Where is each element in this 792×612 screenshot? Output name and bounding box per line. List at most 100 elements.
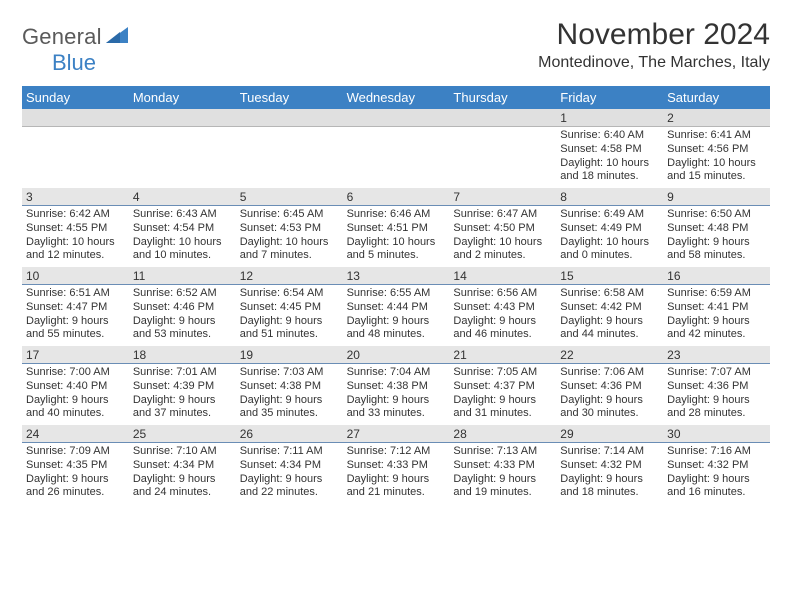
day-cell (343, 127, 450, 188)
daylight-text: Daylight: 9 hours and 37 minutes. (133, 394, 232, 422)
sunrise-text: Sunrise: 7:00 AM (26, 366, 125, 380)
daylight-text: Daylight: 9 hours and 33 minutes. (347, 394, 446, 422)
day-number: 26 (236, 425, 343, 443)
day-cell: Sunrise: 7:16 AMSunset: 4:32 PMDaylight:… (663, 443, 770, 504)
sunset-text: Sunset: 4:32 PM (667, 459, 766, 473)
daylight-text: Daylight: 9 hours and 46 minutes. (453, 315, 552, 343)
daylight-text: Daylight: 9 hours and 42 minutes. (667, 315, 766, 343)
sunset-text: Sunset: 4:56 PM (667, 143, 766, 157)
sunset-text: Sunset: 4:34 PM (240, 459, 339, 473)
day-number: 20 (343, 346, 450, 364)
day-cell (22, 127, 129, 188)
day-cell: Sunrise: 7:14 AMSunset: 4:32 PMDaylight:… (556, 443, 663, 504)
triangle-icon (106, 27, 128, 48)
daylight-text: Daylight: 9 hours and 44 minutes. (560, 315, 659, 343)
day-number-row: 3456789 (22, 188, 770, 206)
sunrise-text: Sunrise: 7:11 AM (240, 445, 339, 459)
sunset-text: Sunset: 4:33 PM (347, 459, 446, 473)
sunset-text: Sunset: 4:38 PM (347, 380, 446, 394)
daylight-text: Daylight: 9 hours and 51 minutes. (240, 315, 339, 343)
sunrise-text: Sunrise: 7:10 AM (133, 445, 232, 459)
day-number: 8 (556, 188, 663, 206)
day-number: 1 (556, 109, 663, 127)
day-number: 7 (449, 188, 556, 206)
calendar-table: Sunday Monday Tuesday Wednesday Thursday… (22, 86, 770, 504)
day-cell: Sunrise: 6:59 AMSunset: 4:41 PMDaylight:… (663, 285, 770, 346)
logo-text-blue: Blue (52, 50, 96, 76)
day-cell: Sunrise: 6:52 AMSunset: 4:46 PMDaylight:… (129, 285, 236, 346)
sunrise-text: Sunrise: 6:52 AM (133, 287, 232, 301)
day-cell: Sunrise: 7:07 AMSunset: 4:36 PMDaylight:… (663, 364, 770, 425)
weekday-header: Thursday (449, 86, 556, 109)
title-block: November 2024 Montedinove, The Marches, … (538, 18, 770, 72)
sunrise-text: Sunrise: 6:58 AM (560, 287, 659, 301)
day-number (343, 109, 450, 127)
day-cell: Sunrise: 6:49 AMSunset: 4:49 PMDaylight:… (556, 206, 663, 267)
daylight-text: Daylight: 9 hours and 55 minutes. (26, 315, 125, 343)
day-cell: Sunrise: 6:47 AMSunset: 4:50 PMDaylight:… (449, 206, 556, 267)
day-cell: Sunrise: 7:09 AMSunset: 4:35 PMDaylight:… (22, 443, 129, 504)
daylight-text: Daylight: 9 hours and 48 minutes. (347, 315, 446, 343)
day-number (22, 109, 129, 127)
sunrise-text: Sunrise: 7:16 AM (667, 445, 766, 459)
day-number: 10 (22, 267, 129, 285)
daylight-text: Daylight: 10 hours and 10 minutes. (133, 236, 232, 264)
day-number: 28 (449, 425, 556, 443)
day-number (449, 109, 556, 127)
day-cell: Sunrise: 6:55 AMSunset: 4:44 PMDaylight:… (343, 285, 450, 346)
sunset-text: Sunset: 4:46 PM (133, 301, 232, 315)
sunrise-text: Sunrise: 7:13 AM (453, 445, 552, 459)
daylight-text: Daylight: 9 hours and 28 minutes. (667, 394, 766, 422)
day-data-row: Sunrise: 7:09 AMSunset: 4:35 PMDaylight:… (22, 443, 770, 504)
day-number: 30 (663, 425, 770, 443)
sunset-text: Sunset: 4:37 PM (453, 380, 552, 394)
daylight-text: Daylight: 9 hours and 40 minutes. (26, 394, 125, 422)
sunrise-text: Sunrise: 6:42 AM (26, 208, 125, 222)
day-number-row: 24252627282930 (22, 425, 770, 443)
daylight-text: Daylight: 9 hours and 31 minutes. (453, 394, 552, 422)
day-cell: Sunrise: 6:46 AMSunset: 4:51 PMDaylight:… (343, 206, 450, 267)
sunset-text: Sunset: 4:44 PM (347, 301, 446, 315)
sunrise-text: Sunrise: 7:14 AM (560, 445, 659, 459)
day-number: 9 (663, 188, 770, 206)
sunrise-text: Sunrise: 6:49 AM (560, 208, 659, 222)
daylight-text: Daylight: 9 hours and 26 minutes. (26, 473, 125, 501)
day-number: 19 (236, 346, 343, 364)
day-cell (129, 127, 236, 188)
sunset-text: Sunset: 4:45 PM (240, 301, 339, 315)
day-number-row: 10111213141516 (22, 267, 770, 285)
day-cell: Sunrise: 7:04 AMSunset: 4:38 PMDaylight:… (343, 364, 450, 425)
sunrise-text: Sunrise: 6:51 AM (26, 287, 125, 301)
day-cell: Sunrise: 6:58 AMSunset: 4:42 PMDaylight:… (556, 285, 663, 346)
sunrise-text: Sunrise: 6:50 AM (667, 208, 766, 222)
day-cell: Sunrise: 7:13 AMSunset: 4:33 PMDaylight:… (449, 443, 556, 504)
day-cell: Sunrise: 7:06 AMSunset: 4:36 PMDaylight:… (556, 364, 663, 425)
sunrise-text: Sunrise: 6:40 AM (560, 129, 659, 143)
weeks-container: 12Sunrise: 6:40 AMSunset: 4:58 PMDayligh… (22, 109, 770, 504)
sunrise-text: Sunrise: 7:04 AM (347, 366, 446, 380)
month-title: November 2024 (538, 18, 770, 52)
sunrise-text: Sunrise: 7:06 AM (560, 366, 659, 380)
sunrise-text: Sunrise: 7:01 AM (133, 366, 232, 380)
day-cell: Sunrise: 6:45 AMSunset: 4:53 PMDaylight:… (236, 206, 343, 267)
sunrise-text: Sunrise: 7:12 AM (347, 445, 446, 459)
sunset-text: Sunset: 4:42 PM (560, 301, 659, 315)
weekday-header: Wednesday (343, 86, 450, 109)
day-number: 4 (129, 188, 236, 206)
sunrise-text: Sunrise: 7:07 AM (667, 366, 766, 380)
daylight-text: Daylight: 10 hours and 7 minutes. (240, 236, 339, 264)
day-cell: Sunrise: 6:41 AMSunset: 4:56 PMDaylight:… (663, 127, 770, 188)
daylight-text: Daylight: 10 hours and 2 minutes. (453, 236, 552, 264)
day-number: 14 (449, 267, 556, 285)
sunset-text: Sunset: 4:47 PM (26, 301, 125, 315)
sunset-text: Sunset: 4:53 PM (240, 222, 339, 236)
sunrise-text: Sunrise: 6:41 AM (667, 129, 766, 143)
day-cell: Sunrise: 7:01 AMSunset: 4:39 PMDaylight:… (129, 364, 236, 425)
day-number: 23 (663, 346, 770, 364)
location-subtitle: Montedinove, The Marches, Italy (538, 54, 770, 72)
sunrise-text: Sunrise: 7:03 AM (240, 366, 339, 380)
weekday-header-row: Sunday Monday Tuesday Wednesday Thursday… (22, 86, 770, 109)
sunrise-text: Sunrise: 6:56 AM (453, 287, 552, 301)
day-data-row: Sunrise: 6:51 AMSunset: 4:47 PMDaylight:… (22, 285, 770, 346)
day-number (129, 109, 236, 127)
